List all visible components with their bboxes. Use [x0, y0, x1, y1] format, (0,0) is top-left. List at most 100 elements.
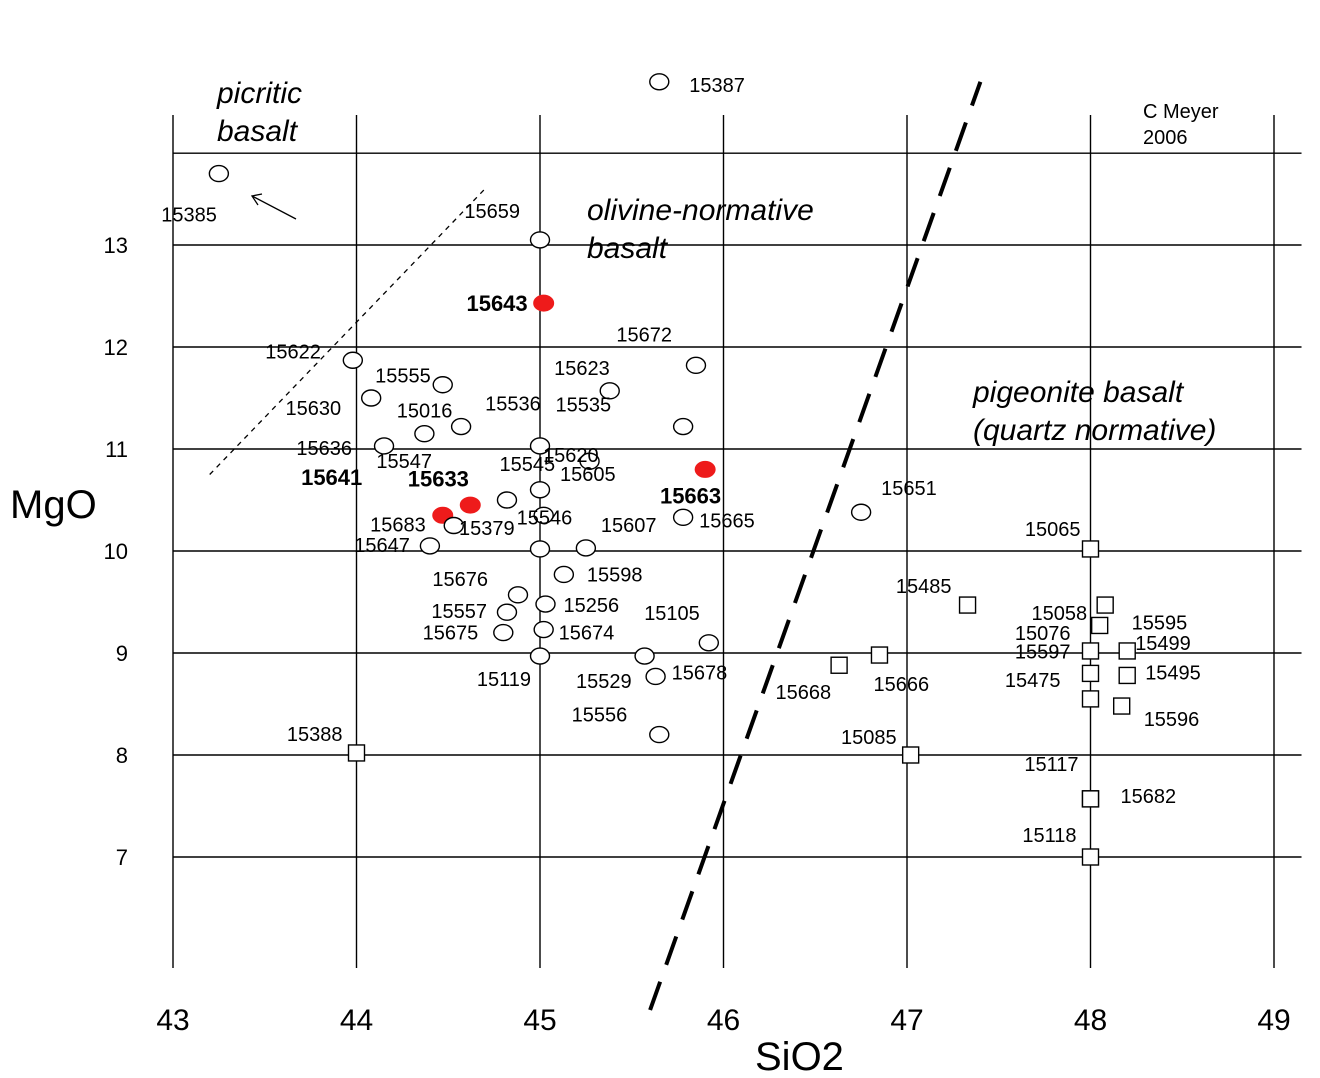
- point-label-15065: 15065: [1025, 519, 1081, 541]
- region-label: olivine-normative: [587, 194, 814, 227]
- point-label-15636: 15636: [296, 438, 352, 460]
- y-axis-title: MgO: [10, 483, 97, 527]
- point-marker-circle: [414, 425, 435, 443]
- point-label-15666: 15666: [873, 674, 929, 696]
- point-marker-circle: [599, 382, 620, 400]
- point-label-15674: 15674: [559, 623, 615, 645]
- point-marker-circle: [496, 491, 518, 509]
- y-tick-label: 10: [104, 539, 128, 564]
- point-label-15387: 15387: [689, 75, 745, 97]
- region-label: pigeonite basalt: [972, 376, 1185, 409]
- point-marker-circle: [342, 351, 364, 369]
- point-label-15620: 15620: [543, 445, 599, 467]
- grid: [172, 115, 1302, 968]
- point-marker-square: [1081, 540, 1100, 558]
- point-label-15597: 15597: [1015, 641, 1071, 663]
- point-label-15499: 15499: [1135, 633, 1191, 655]
- point-label-15495: 15495: [1145, 662, 1201, 684]
- point-label-15385: 15385: [161, 205, 217, 227]
- point-label-15547: 15547: [376, 451, 432, 473]
- point-marker-square: [347, 744, 366, 762]
- point-label-15557: 15557: [431, 601, 487, 623]
- credit-line-1: C Meyer: [1143, 101, 1219, 123]
- region-label: basalt: [217, 115, 299, 148]
- x-axis-title: SiO2: [755, 1035, 844, 1078]
- y-tick-label: 12: [104, 335, 128, 360]
- point-label-15475: 15475: [1005, 670, 1061, 692]
- point-marker-square: [1081, 690, 1100, 708]
- point-marker-square: [901, 746, 920, 764]
- point-label-15535: 15535: [556, 395, 612, 417]
- point-marker-circle: [533, 506, 554, 524]
- label-arrow-head: [250, 193, 263, 206]
- point-label-15596: 15596: [1144, 709, 1200, 731]
- point-label-15119: 15119: [477, 669, 531, 691]
- point-marker-square: [1081, 790, 1100, 808]
- point-marker-circle: [649, 73, 670, 91]
- point-label-15651: 15651: [881, 478, 937, 500]
- point-label-15672: 15672: [616, 324, 672, 346]
- point-label-15485: 15485: [896, 576, 952, 598]
- point-marker-square: [870, 646, 889, 664]
- point-label-15605: 15605: [560, 464, 616, 486]
- y-tick-label: 9: [116, 641, 128, 666]
- point-label-15623: 15623: [554, 358, 610, 380]
- point-label-15529: 15529: [576, 671, 632, 693]
- label-arrow-shaft: [251, 195, 297, 220]
- point-marker-circle: [685, 356, 707, 375]
- point-label-15607: 15607: [601, 515, 657, 537]
- point-marker-circle: [634, 647, 655, 665]
- point-marker-square: [1096, 596, 1114, 614]
- point-label-15668: 15668: [775, 682, 831, 704]
- credit: C Meyer 2006: [1143, 101, 1219, 149]
- y-tick-label: 7: [116, 845, 128, 870]
- point-label-15630: 15630: [286, 398, 342, 420]
- point-marker-circle: [360, 389, 382, 407]
- point-marker-circle: [575, 539, 597, 557]
- point-marker-square: [1090, 616, 1109, 635]
- point-label-15643: 15643: [466, 291, 527, 316]
- point-marker-square: [1112, 697, 1131, 715]
- point-marker-circle: [450, 417, 472, 436]
- point-marker-circle: [529, 647, 551, 665]
- point-label-15016: 15016: [397, 401, 453, 423]
- credit-line-2: 2006: [1143, 127, 1188, 149]
- point-label-15117: 15117: [1024, 754, 1078, 776]
- point-label-15256: 15256: [564, 595, 620, 617]
- point-label-15118: 15118: [1022, 825, 1076, 847]
- point-marker-circle: [529, 231, 551, 249]
- point-label-15058: 15058: [1032, 603, 1088, 625]
- point-marker-circle: [649, 725, 670, 744]
- region-label: picritic: [216, 77, 302, 110]
- point-marker-square: [1118, 666, 1136, 685]
- point-label-15665: 15665: [699, 510, 755, 532]
- point-marker-circle: [419, 537, 441, 555]
- tick-labels: 43 44 45 46 47 48 49 7 8 9 10 11 12 13: [104, 233, 1291, 1037]
- point-marker-square: [1118, 642, 1136, 660]
- point-label-15388: 15388: [287, 724, 343, 746]
- point-labels: 15387 15385 15659 15643 15622 15672 15555 15623…: [161, 75, 1201, 847]
- point-marker-circle: [529, 437, 551, 455]
- point-marker-circle: [645, 667, 666, 686]
- point-label-15556: 15556: [572, 705, 628, 727]
- point-label-15595: 15595: [1132, 612, 1188, 634]
- point-marker-circle: [529, 540, 551, 558]
- x-tick-label: 48: [1074, 1004, 1107, 1037]
- point-label-15663: 15663: [660, 483, 721, 508]
- point-marker-filled: [694, 460, 716, 478]
- point-marker-circle: [432, 376, 453, 394]
- region-label: (quartz normative): [973, 414, 1216, 447]
- divider-line-0: [648, 81, 983, 1011]
- data-points: [208, 73, 1136, 866]
- region-labels: picritic basalt olivine-normative basalt pig…: [216, 77, 1216, 447]
- point-label-15647: 15647: [354, 535, 410, 557]
- point-label-15545: 15545: [500, 454, 556, 476]
- point-label-15675: 15675: [423, 623, 479, 645]
- point-marker-filled: [459, 496, 481, 514]
- point-label-15536: 15536: [485, 394, 541, 416]
- point-label-15555: 15555: [375, 366, 431, 388]
- divider-line-1: [209, 188, 486, 475]
- point-label-15598: 15598: [587, 564, 643, 586]
- y-tick-label: 11: [105, 437, 128, 462]
